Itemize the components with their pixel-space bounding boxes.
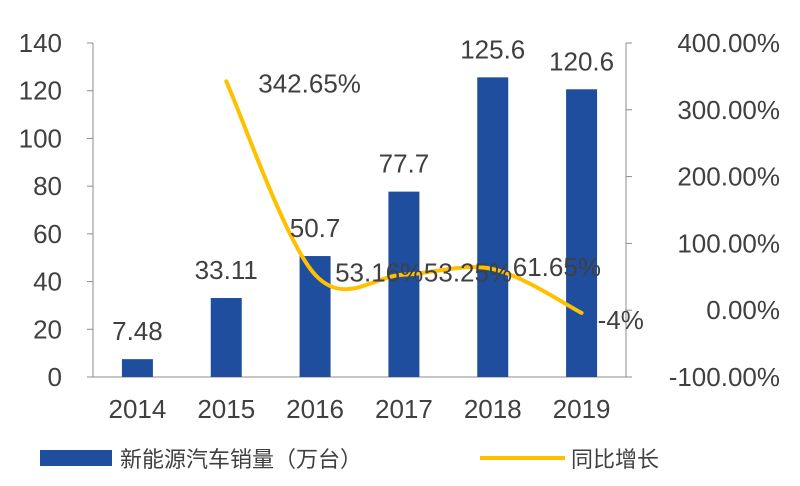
growth-value-label: 53.25% [424, 258, 512, 288]
x-tick-label: 2014 [108, 394, 166, 424]
x-tick-label: 2017 [375, 394, 433, 424]
bar [210, 298, 242, 377]
x-axis-ticks: 2014 2015 2016 2017 2018 2019 [108, 394, 610, 424]
bar [477, 77, 509, 378]
bar-value-label: 7.48 [112, 316, 163, 346]
bar [388, 191, 420, 377]
growth-value-label: 61.65% [513, 252, 601, 282]
growth-value-label: 53.16% [335, 258, 423, 288]
right-tick-label: -100.00% [669, 362, 780, 392]
right-tick-label: 300.00% [677, 95, 780, 125]
right-tick-label: 400.00% [677, 28, 780, 58]
left-tick-label: 120 [19, 76, 62, 106]
left-tick-label: 80 [33, 171, 62, 201]
legend-label-sales: 新能源汽车销量（万台） [120, 448, 362, 473]
legend: 新能源汽车销量（万台） 同比增长 [40, 448, 659, 473]
bars [121, 77, 598, 378]
bar [121, 359, 153, 377]
right-tick-label: 200.00% [677, 162, 780, 192]
x-tick-label: 2019 [553, 394, 611, 424]
left-tick-label: 140 [19, 28, 62, 58]
left-tick-label: 0 [48, 362, 62, 392]
right-axis-ticks: -100.00% 0.00% 100.00% 200.00% 300.00% 400.00… [626, 28, 780, 392]
bar-value-label: 125.6 [460, 34, 525, 64]
growth-value-label: 342.65% [258, 68, 361, 98]
legend-label-growth: 同比增长 [571, 448, 659, 473]
left-tick-label: 100 [19, 123, 62, 153]
growth-line-layer [224, 79, 584, 315]
growth-line [224, 79, 584, 315]
bar [566, 89, 598, 377]
growth-value-label: -4% [598, 305, 644, 335]
axes [92, 43, 627, 378]
right-tick-label: 100.00% [677, 228, 780, 258]
bar-value-label: 50.7 [290, 213, 341, 243]
left-tick-label: 40 [33, 267, 62, 297]
bar-value-label: 120.6 [549, 46, 614, 76]
legend-swatch-sales [40, 450, 112, 466]
bar-value-label: 77.7 [379, 149, 430, 179]
x-tick-label: 2018 [464, 394, 522, 424]
x-tick-label: 2015 [197, 394, 255, 424]
left-tick-label: 20 [33, 314, 62, 344]
x-tick-label: 2016 [286, 394, 344, 424]
data-labels: 7.48 33.11 50.7 77.7 125.6 120.6 342.65% 53.16%… [112, 34, 644, 346]
left-axis-ticks: 0 20 40 60 80 100 120 140 [19, 28, 93, 392]
right-tick-label: 0.00% [706, 295, 780, 325]
bar-value-label: 33.11 [195, 255, 258, 285]
left-tick-label: 60 [33, 219, 62, 249]
